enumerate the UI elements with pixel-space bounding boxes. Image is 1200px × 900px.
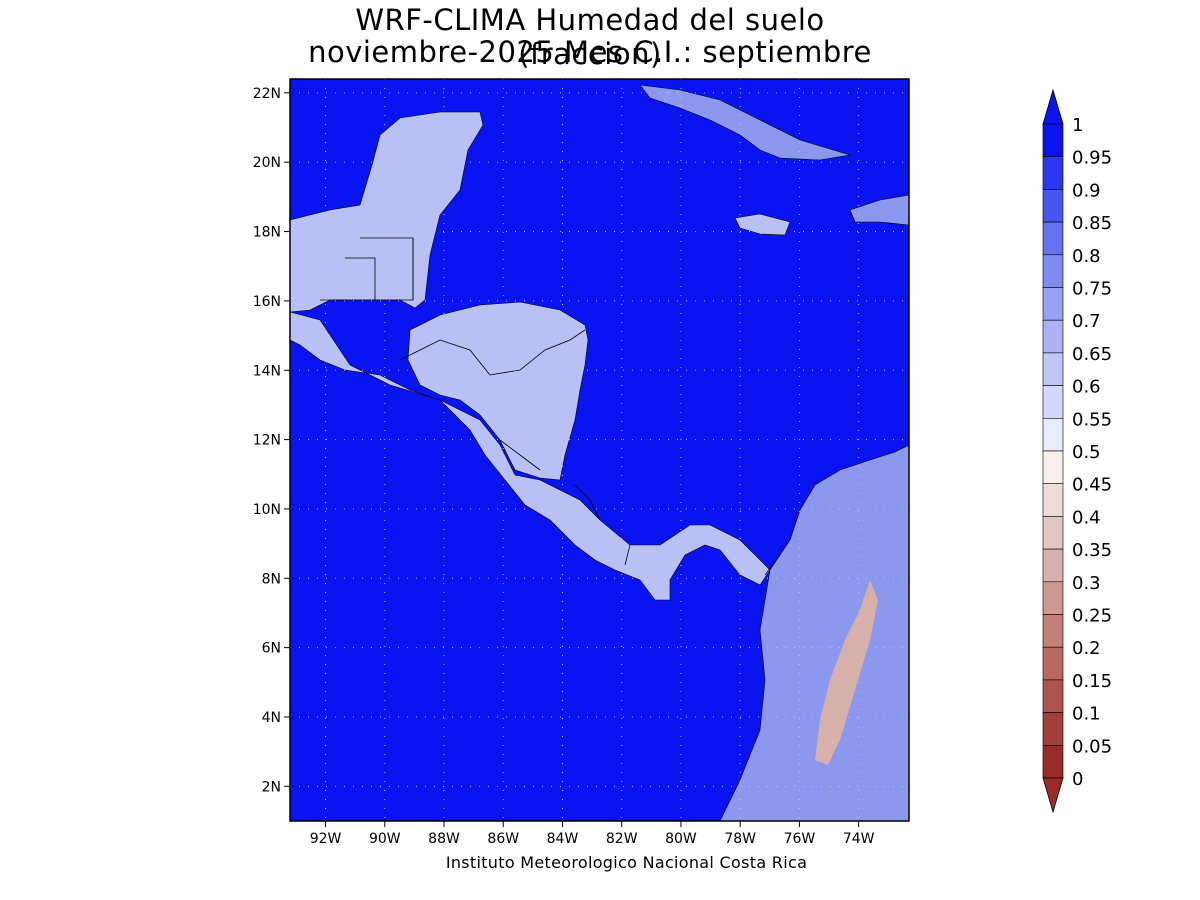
colorbar-swatch [1042,385,1064,419]
colorbar-legend: 1 0.95 0.9 0.85 0.8 0.75 0.7 0.65 0.6 0.55 0.5 0.45… [1042,88,1112,814]
colorbar-level-label: 0.9 [1072,180,1101,201]
colorbar-level-label: 1 [1072,115,1083,136]
colorbar-bottom-arrow [1042,777,1064,814]
colorbar-swatch [1042,287,1064,321]
colorbar-level-label: 0.15 [1072,671,1112,692]
dry-andes-region [815,580,878,765]
lon-tick-label: 74W [843,831,875,847]
colorbar-level-label: 0.55 [1072,409,1112,430]
country-border [489,329,586,376]
colorbar-swatch [1042,189,1064,223]
colorbar-level-label: 0.75 [1072,279,1112,300]
colorbar-level-label: 0.65 [1072,344,1112,365]
colorbar-swatch [1042,712,1064,746]
colorbar-level-label: 0.95 [1072,148,1112,169]
colorbar-level-label: 0.1 [1072,704,1101,725]
map-title-line-2: noviembre-2025 Mes C.I.: septiembre [308,35,872,69]
institution-credit: Instituto Meteorologico Nacional Costa R… [445,853,808,872]
colorbar-swatch [1042,516,1064,550]
map-frame [289,78,910,822]
colorbar-swatch [1042,123,1064,158]
colorbar-level-label: 0.2 [1072,638,1101,659]
lat-tick-label: 20N [253,155,281,171]
land-hispaniola [849,194,909,226]
lat-tick-label: 8N [262,571,281,587]
colorbar-level-label: 0.45 [1072,475,1112,496]
colorbar-swatch [1042,319,1064,354]
colorbar-swatch [1042,156,1064,190]
colorbar-swatch [1042,744,1064,779]
lat-tick-label: 4N [262,710,281,726]
lon-tick-label: 88W [428,831,460,847]
land-jamaica [734,213,791,236]
colorbar-swatch [1042,614,1064,648]
country-border [624,544,631,566]
colorbar-swatch [1042,254,1064,288]
country-borders [320,237,781,576]
longitude-tick-labels: 92W 90W 88W 86W 84W 82W 80W 78W 76W 74W [310,821,875,847]
map-title-line-1: WRF-CLIMA Humedad del suelo (fraccion) [355,3,825,71]
colorbar-swatch [1042,483,1064,517]
land-cuba [639,84,851,161]
lon-tick-label: 92W [310,831,342,847]
land-honduras-nicaragua [407,301,589,481]
land-colombia [719,444,909,821]
colorbar-top-arrow [1042,88,1064,125]
colorbar-level-label: 0.3 [1072,573,1101,594]
lat-tick-label: 22N [253,86,281,102]
country-border [499,439,541,471]
lat-tick-label: 10N [253,502,281,518]
lon-tick-label: 78W [724,831,756,847]
colorbar-level-label: 0.4 [1072,507,1101,528]
colorbar-swatch [1042,352,1064,386]
colorbar-level-label: 0.5 [1072,442,1101,463]
latitude-tick-labels: 2N 4N 6N 8N 10N 12N 14N 16N 18N 20N 22N [253,86,290,795]
colorbar-level-label: 0 [1072,769,1083,790]
colorbar-swatch [1042,450,1064,485]
colorbar-swatch [1042,679,1064,713]
colorbar-swatch [1042,548,1064,583]
country-border [399,339,491,376]
lon-tick-label: 90W [369,831,401,847]
colorbar-swatch [1042,417,1064,452]
colorbar-level-label: 0.7 [1072,311,1101,332]
lat-tick-label: 6N [262,641,281,657]
lon-tick-label: 84W [547,831,579,847]
lat-tick-label: 14N [253,363,281,379]
country-border [574,484,601,521]
lon-tick-label: 86W [487,831,519,847]
map-panel: 92W 90W 88W 86W 84W 82W 80W 78W 76W 74W 2N 4N 6N 8N 1… [253,78,910,847]
lon-tick-label: 82W [606,831,638,847]
colorbar-level-label: 0.05 [1072,736,1112,757]
lat-tick-label: 2N [262,779,281,795]
lon-tick-label: 80W [665,831,697,847]
colorbar-swatch [1042,581,1064,615]
land-central-america [290,311,771,601]
lat-tick-label: 12N [253,433,281,449]
country-border [764,554,781,576]
colorbar-level-label: 0.85 [1072,213,1112,234]
lat-tick-label: 16N [253,294,281,310]
lon-tick-label: 76W [784,831,816,847]
colorbar-level-label: 0.25 [1072,606,1112,627]
colorbar-swatch [1042,221,1064,256]
colorbar-swatch [1042,646,1064,681]
colorbar-level-label: 0.6 [1072,377,1101,398]
lat-tick-label: 18N [253,225,281,241]
country-border [345,237,414,301]
colorbar-level-label: 0.8 [1072,246,1101,267]
colorbar-level-label: 0.35 [1072,540,1112,561]
